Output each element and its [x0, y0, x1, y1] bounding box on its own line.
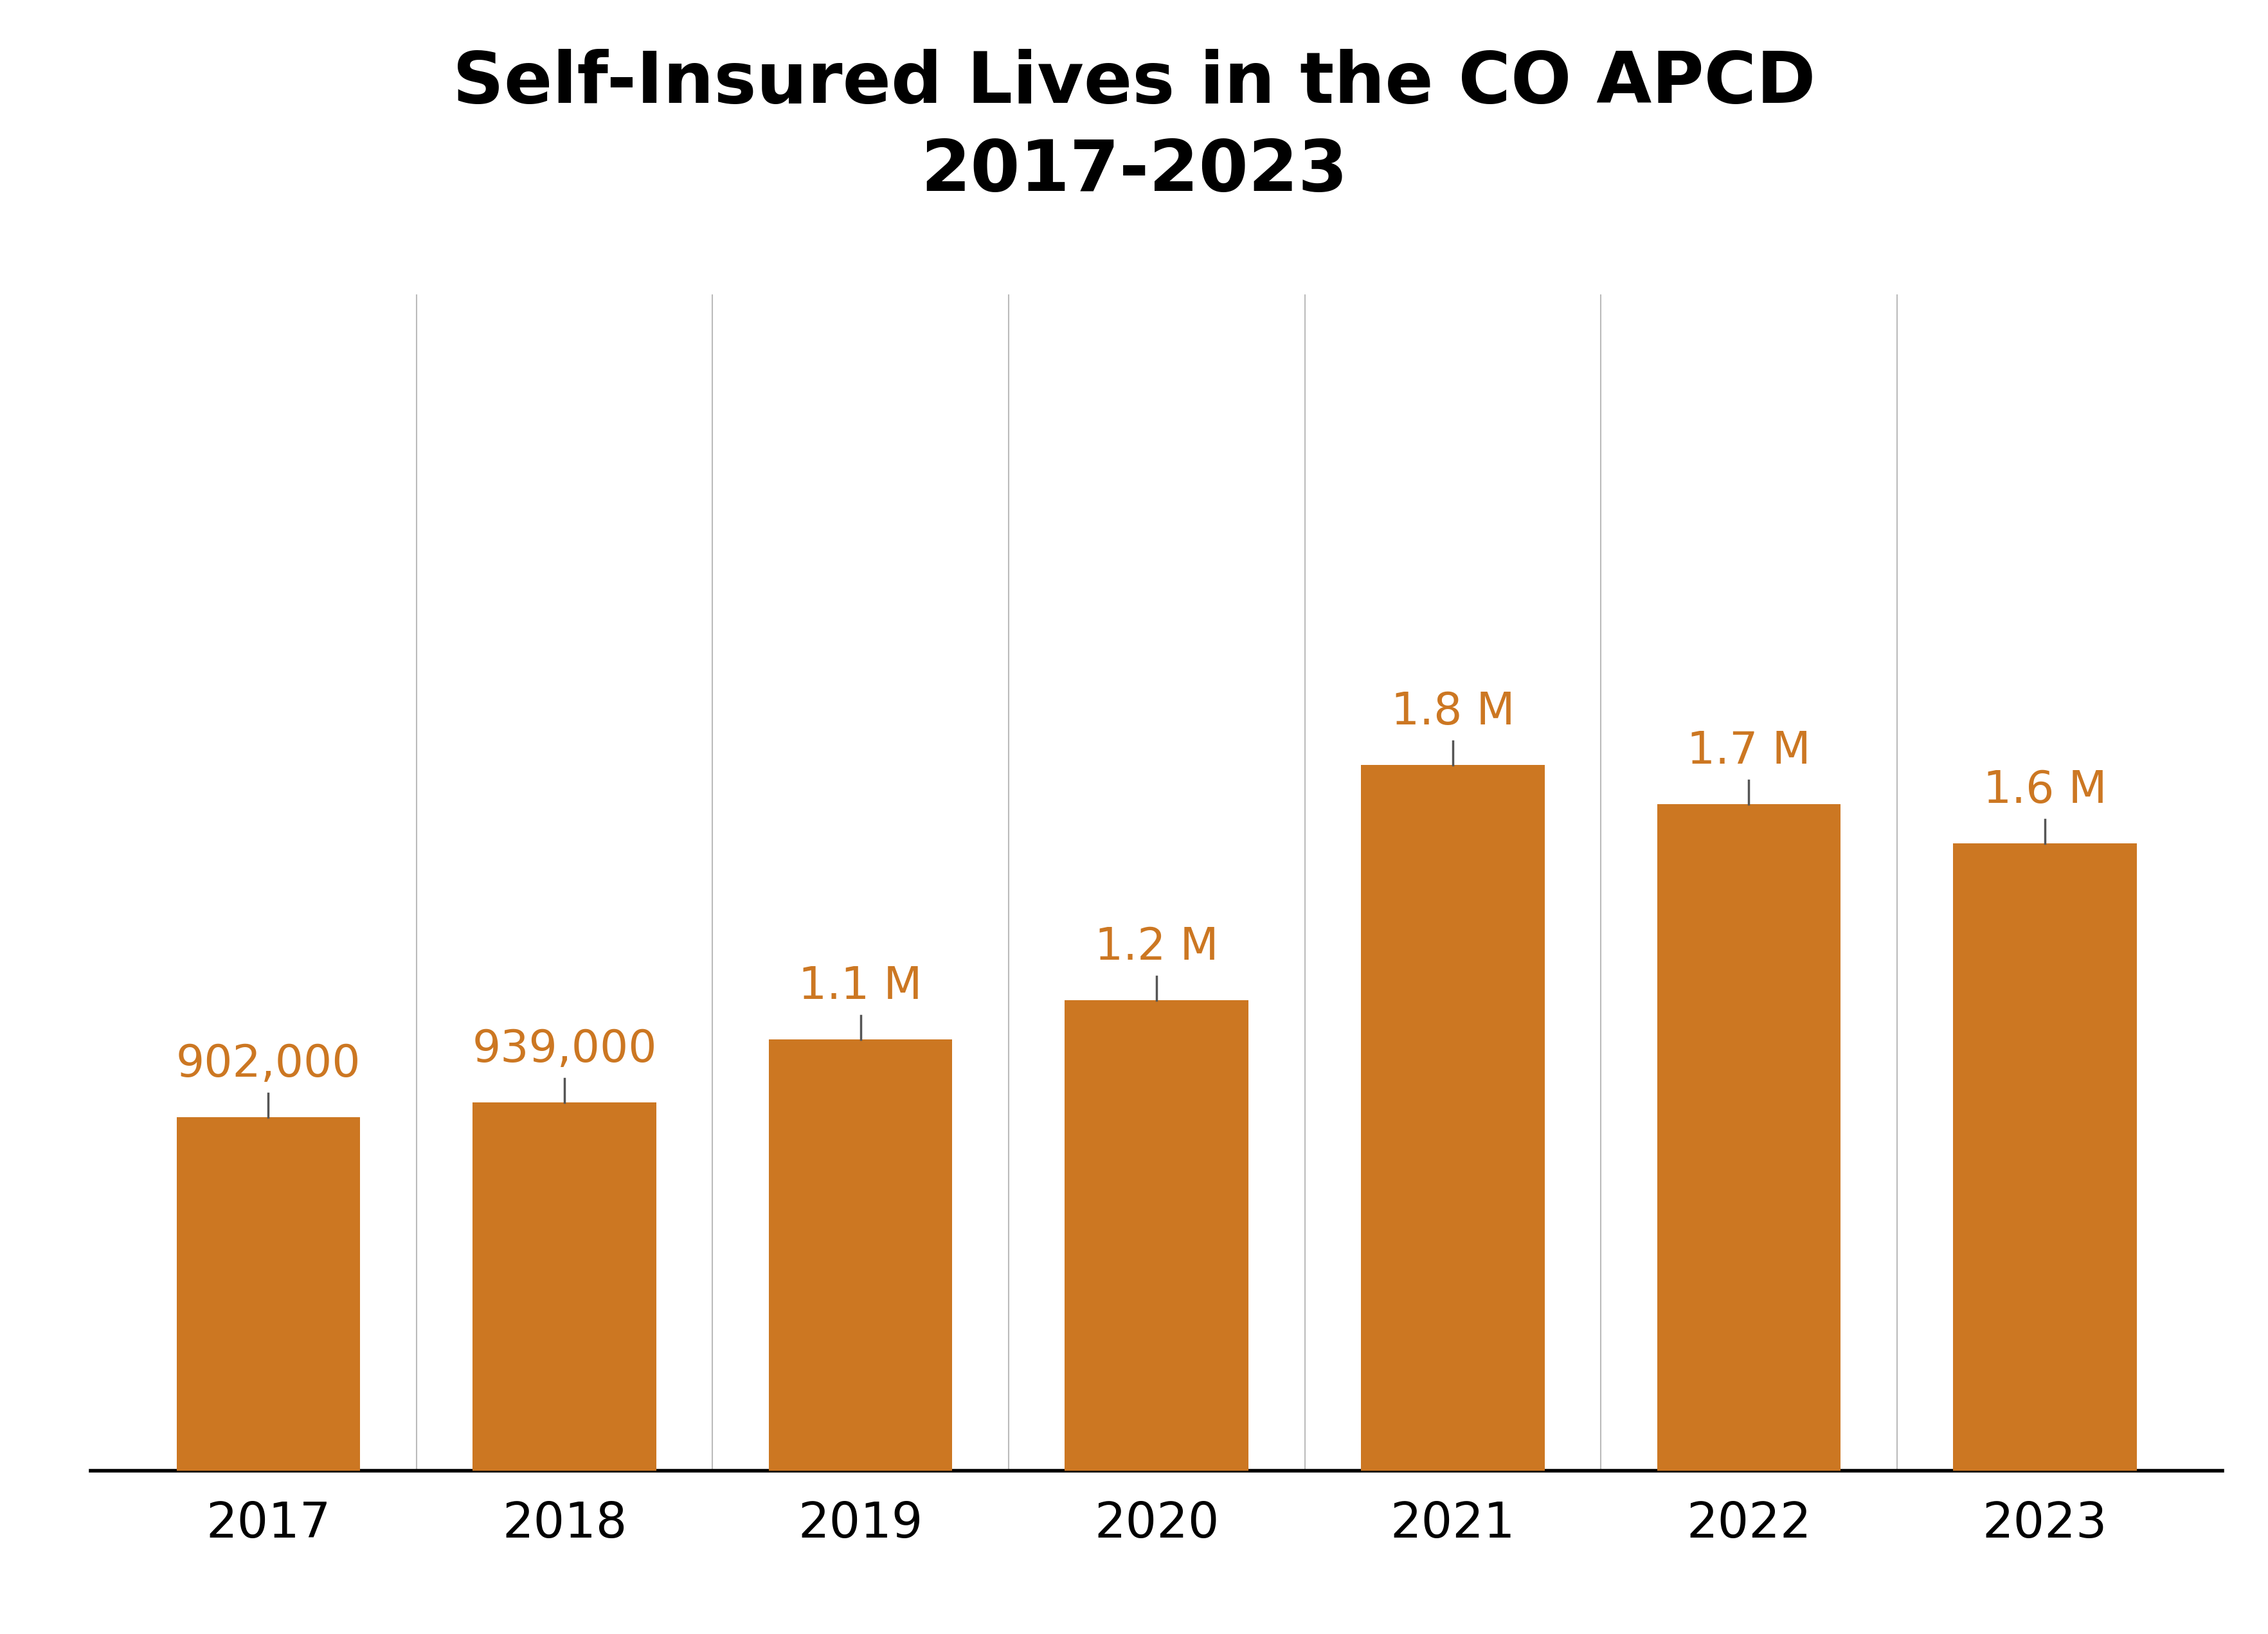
Bar	[177, 1118, 361, 1471]
Bar	[769, 1039, 953, 1471]
Bar	[1658, 804, 1842, 1471]
Bar	[472, 1103, 655, 1471]
Bar	[1066, 1000, 1247, 1471]
Text: 1.2 M: 1.2 M	[1095, 925, 1218, 969]
Bar	[1361, 765, 1545, 1471]
Text: Self-Insured Lives in the CO APCD
2017-2023: Self-Insured Lives in the CO APCD 2017-2…	[451, 49, 1817, 206]
Text: 939,000: 939,000	[472, 1028, 658, 1070]
Text: 1.1 M: 1.1 M	[798, 964, 923, 1008]
Bar	[1953, 843, 2136, 1471]
Text: 1.7 M: 1.7 M	[1687, 729, 1810, 773]
Text: 1.6 M: 1.6 M	[1982, 768, 2107, 812]
Text: 1.8 M: 1.8 M	[1390, 690, 1515, 734]
Text: 902,000: 902,000	[177, 1042, 361, 1085]
